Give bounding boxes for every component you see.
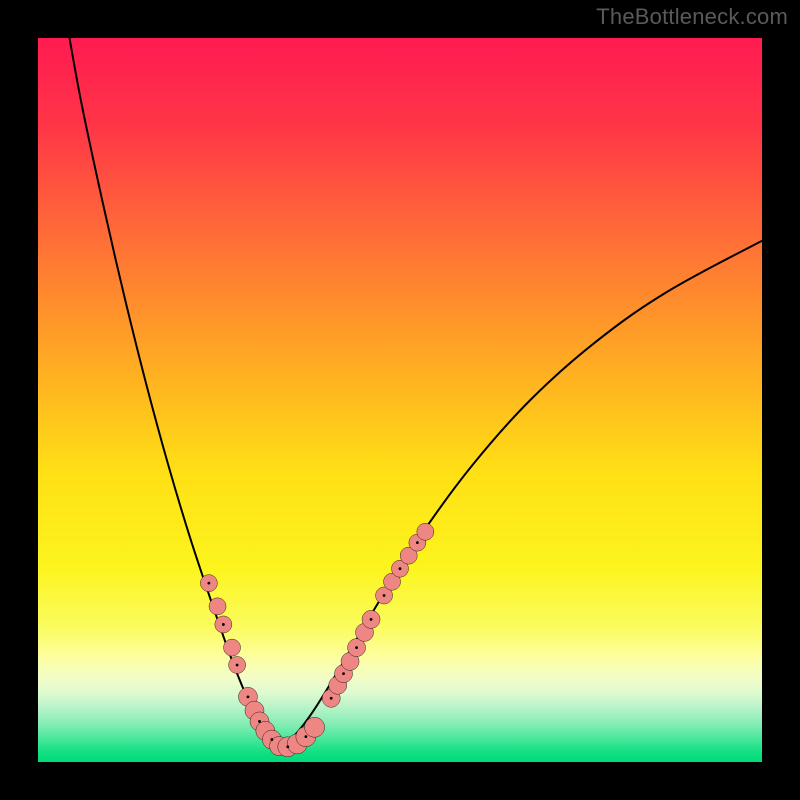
curve-marker-dot bbox=[330, 697, 333, 700]
curve-marker-dot bbox=[270, 738, 273, 741]
plot-area bbox=[38, 38, 762, 762]
curve-marker-dot bbox=[258, 720, 261, 723]
curve-marker-dot bbox=[207, 582, 210, 585]
curve-marker-dot bbox=[304, 735, 307, 738]
curve-marker-dot bbox=[342, 672, 345, 675]
curve-marker-dot bbox=[222, 623, 225, 626]
curve-marker bbox=[224, 639, 241, 656]
curve-layer bbox=[38, 38, 762, 762]
curve-marker-dot bbox=[286, 745, 289, 748]
curve-marker-dot bbox=[236, 664, 239, 667]
curve-marker bbox=[417, 523, 434, 540]
watermark-text: TheBottleneck.com bbox=[596, 4, 788, 30]
curve-marker-dot bbox=[399, 567, 402, 570]
curve-marker-dot bbox=[416, 541, 419, 544]
curve-marker bbox=[305, 717, 325, 737]
marker-group bbox=[200, 523, 433, 757]
curve-marker bbox=[209, 598, 226, 615]
curve-marker-dot bbox=[383, 594, 386, 597]
curve-marker-dot bbox=[355, 646, 358, 649]
chart-frame bbox=[0, 0, 800, 800]
curve-marker-dot bbox=[370, 618, 373, 621]
bottleneck-curve bbox=[67, 38, 762, 748]
curve-marker-dot bbox=[247, 695, 250, 698]
